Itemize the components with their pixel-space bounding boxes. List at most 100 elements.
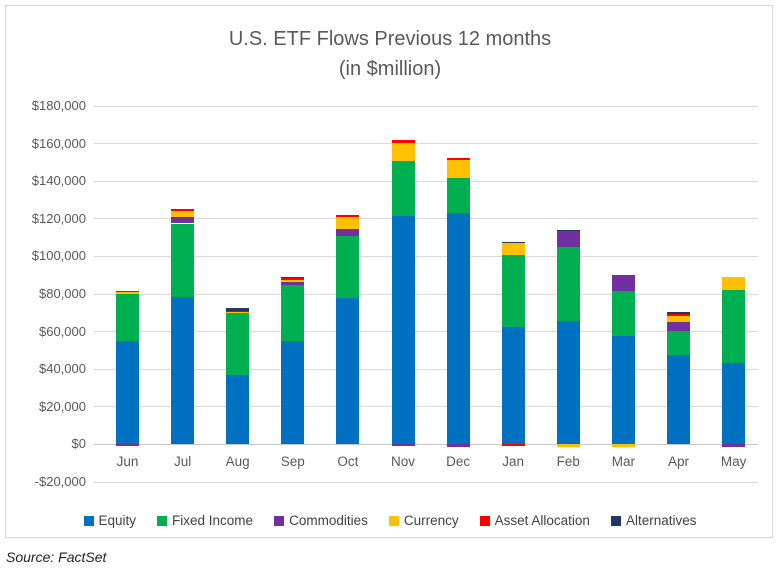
- bar-segment-commodities: [556, 231, 580, 247]
- bar-segment-asset-allocation: [667, 314, 690, 317]
- x-axis-tick-label: Mar: [611, 454, 636, 470]
- bar-segment-fixed-income: [116, 294, 139, 341]
- y-axis-tick-label: $140,000: [31, 173, 86, 189]
- bar-segment-equity: [281, 341, 305, 445]
- gridline: [94, 481, 758, 483]
- bar-segment-fixed-income: [667, 330, 690, 356]
- bar-segment-asset-allocation: [226, 310, 250, 312]
- legend-swatch-icon: [610, 515, 621, 526]
- bar-segment-fixed-income: [226, 312, 250, 375]
- chart-container: U.S. ETF Flows Previous 12 months (in $m…: [5, 5, 773, 538]
- bar-segment-currency: [667, 316, 690, 323]
- bar-segment-commodities: [116, 444, 139, 447]
- x-axis-tick-label: Sep: [280, 454, 305, 470]
- legend-label: Alternatives: [625, 513, 697, 528]
- bar-segment-fixed-income: [722, 290, 746, 363]
- legend-item-alternatives: Alternatives: [610, 513, 697, 528]
- legend-label: Asset Allocation: [494, 513, 590, 528]
- legend-item-commodities: Commodities: [274, 513, 368, 528]
- bar-segment-currency: [116, 292, 139, 294]
- gridline: [94, 105, 758, 107]
- bar-segment-alternatives: [226, 307, 250, 311]
- bar-segment-alternatives: [667, 311, 690, 315]
- bar-segment-fixed-income: [336, 235, 360, 298]
- bar-segment-commodities: [611, 276, 635, 292]
- bar-segment-currency: [556, 444, 580, 448]
- y-axis-tick-label: $180,000: [31, 98, 86, 113]
- bar-segment-alternatives: [281, 276, 305, 278]
- bar-segment-commodities: [667, 322, 690, 331]
- bar-segment-fixed-income: [171, 223, 195, 297]
- gridline: [94, 255, 758, 257]
- gridline-zero: [94, 443, 758, 445]
- x-axis-tick-label: Jul: [173, 454, 192, 470]
- bar-segment-currency: [446, 159, 470, 178]
- legend-swatch-icon: [157, 515, 168, 526]
- bar-segment-currency: [391, 142, 415, 161]
- legend-item-fixed-income: Fixed Income: [157, 513, 253, 528]
- x-axis-tick-label: Apr: [667, 454, 689, 470]
- bar-segment-asset-allocation: [116, 290, 139, 293]
- bar-segment-commodities: [446, 444, 470, 448]
- y-axis-tick-label: $100,000: [31, 248, 86, 264]
- bar-segment-asset-allocation: [611, 275, 635, 277]
- bar-segment-alternatives: [501, 241, 525, 244]
- bar-segment-asset-allocation: [171, 209, 195, 212]
- bar-segment-fixed-income: [446, 178, 470, 213]
- bar-segment-equity: [391, 215, 415, 445]
- bar-segment-asset-allocation: [336, 214, 360, 217]
- legend-swatch-icon: [83, 515, 94, 526]
- bar-segment-asset-allocation: [391, 140, 415, 143]
- gridline: [94, 143, 758, 145]
- bar-segment-equity: [556, 321, 580, 445]
- bar-segment-fixed-income: [281, 284, 305, 341]
- legend-item-currency: Currency: [388, 513, 459, 528]
- plot-area: $180,000 $160,000 $140,000 $120,000 $100,000…: [32, 99, 758, 489]
- gridline: [94, 180, 758, 182]
- x-axis-tick-label: Nov: [390, 454, 415, 470]
- x-axis-tick-label: Jan: [502, 454, 525, 470]
- bar-segment-equity: [226, 374, 250, 445]
- x-axis-tick-label: May: [720, 454, 747, 470]
- bar-segment-commodities: [722, 444, 746, 448]
- bar-segment-commodities: [171, 217, 195, 224]
- bar-segment-commodities: [336, 228, 360, 236]
- bar-segment-equity: [501, 326, 525, 445]
- bar-segment-equity: [611, 336, 635, 445]
- bar-segment-equity: [171, 296, 195, 445]
- x-axis-tick-label: Dec: [446, 454, 471, 470]
- bar-segment-asset-allocation: [446, 157, 470, 160]
- x-axis-tick-label: Feb: [556, 454, 580, 470]
- gridline: [94, 331, 758, 333]
- bar-segment-fixed-income: [556, 247, 580, 322]
- bar-segment-equity: [667, 355, 690, 445]
- bar-segment-equity: [336, 297, 360, 445]
- legend-item-equity: Equity: [83, 513, 136, 528]
- bar-segment-currency: [281, 279, 305, 282]
- legend-label: Commodities: [289, 513, 368, 528]
- gridline: [94, 368, 758, 370]
- bar-segment-fixed-income: [501, 255, 525, 327]
- bar-segment-currency: [336, 216, 360, 229]
- legend-swatch-icon: [479, 515, 490, 526]
- bar-segment-alternatives: [556, 229, 580, 232]
- bar-segment-currency: [501, 243, 525, 256]
- gridline: [94, 406, 758, 408]
- gridline: [94, 293, 758, 295]
- bar-segment-currency: [611, 444, 635, 448]
- legend: Equity Fixed Income Commodities Currency Ass…: [6, 513, 774, 528]
- bar-segment-equity: [446, 212, 470, 445]
- bar-segment-asset-allocation: [501, 444, 525, 447]
- chart-subtitle: (in $million): [338, 58, 442, 80]
- bar-segment-commodities: [391, 444, 415, 447]
- bar-segment-currency: [722, 277, 746, 291]
- y-axis-tick-label: $160,000: [31, 135, 86, 151]
- y-axis-tick-label: $40,000: [39, 361, 86, 377]
- y-axis-tick-label: -$20,000: [34, 474, 86, 489]
- legend-swatch-icon: [388, 515, 399, 526]
- legend-label: Fixed Income: [172, 513, 254, 528]
- bar-segment-equity: [722, 362, 746, 445]
- bar-segment-fixed-income: [611, 291, 635, 337]
- x-axis-tick-label: Oct: [337, 454, 359, 470]
- bar-segment-asset-allocation: [281, 277, 305, 280]
